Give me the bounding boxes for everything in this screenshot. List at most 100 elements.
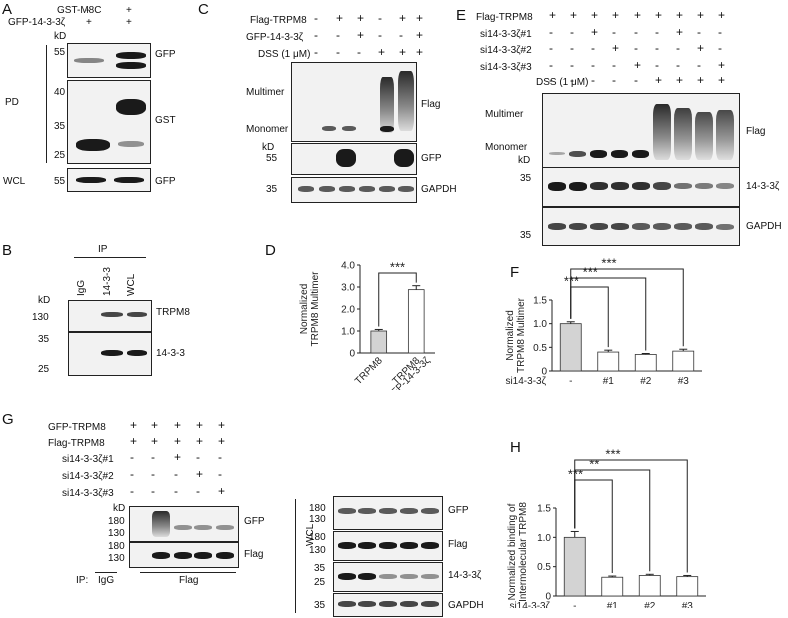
- panel-g-ip-flag: Flag: [179, 575, 199, 586]
- significance-bracket: [570, 268, 684, 347]
- panel-b-ip-line: [74, 257, 146, 258]
- panel-g-sign: +: [174, 434, 182, 448]
- bar: [601, 576, 624, 597]
- panel-e-sign: -: [612, 73, 616, 87]
- y-tick-label: 0: [545, 592, 551, 603]
- panel-d-chart: 0 1.0 2.0 3.0 4.0 Normalized TRPM8 Multimer TRP…: [299, 260, 435, 390]
- panel-g-ip-igg: IgG: [98, 575, 115, 586]
- panel-e-sign: +: [549, 8, 557, 22]
- bar: [676, 576, 699, 597]
- panel-e-sign: +: [591, 8, 599, 22]
- panel-e-gapdh-blot: [542, 207, 740, 246]
- panel-e-sign: +: [718, 8, 726, 22]
- panel-e-sign: +: [655, 8, 663, 22]
- significance-stars: ***: [568, 467, 583, 482]
- panel-e-sign: +: [718, 73, 726, 87]
- panel-c-sign: -: [314, 28, 318, 42]
- panel-e-sign: -: [549, 58, 553, 72]
- significance-stars: ***: [605, 447, 620, 462]
- panel-e-sign: -: [591, 41, 595, 55]
- panel-e-sign: +: [612, 41, 620, 55]
- panel-g-ip-flag-blot: [129, 542, 239, 568]
- panel-g-row-label: si14-3-3ζ#3: [62, 488, 114, 499]
- y-tick-label: 1.0: [341, 327, 355, 338]
- panel-c-sign: -: [378, 11, 382, 25]
- bar: [407, 289, 425, 354]
- panel-e-row-label: si14-3-3ζ#3: [480, 62, 532, 73]
- panel-c-sign: -: [336, 28, 340, 42]
- panel-c-row-label: Flag-TRPM8: [250, 15, 307, 26]
- significance-stars: ***: [583, 265, 598, 280]
- panel-g-sign: -: [218, 450, 222, 464]
- panel-g-row-label: si14-3-3ζ#1: [62, 454, 114, 465]
- panel-e-sign: -: [591, 73, 595, 87]
- panel-e-letter: E: [456, 7, 467, 24]
- panel-e-sign: -: [549, 73, 553, 87]
- panel-a-blot-label: GFP: [155, 176, 176, 187]
- y-tick-label: 1.5: [537, 504, 551, 515]
- panel-a-blot-label: GFP: [155, 49, 176, 60]
- panel-a-blot-label: GST: [155, 115, 176, 126]
- panel-e-sign: -: [697, 58, 701, 72]
- panel-g-ip-igg-line: [95, 572, 117, 573]
- panel-g-sign: -: [130, 450, 134, 464]
- bar: [559, 323, 582, 372]
- significance-bracket: [574, 459, 688, 573]
- panel-g-ip-gfp-blot: [129, 506, 239, 542]
- panel-g-marker: 130: [108, 553, 125, 564]
- y-tick-label: 2.0: [341, 305, 355, 316]
- panel-c-blot-label: GFP: [421, 153, 442, 164]
- panel-c-blot-label: Flag: [421, 99, 441, 110]
- panel-g-sign: +: [151, 434, 159, 448]
- y-tick-label: 1.0: [533, 319, 547, 330]
- panel-g-sign: -: [130, 467, 134, 481]
- panel-e-sign: -: [655, 25, 659, 39]
- bar: [638, 575, 661, 597]
- y-tick-label: 0: [349, 349, 355, 360]
- panel-c-sign: +: [416, 11, 424, 25]
- y-tick-label: 0.5: [533, 343, 547, 354]
- category-label: #1: [607, 601, 619, 608]
- category-label: #2: [640, 376, 652, 387]
- panel-g-wcl-flag-blot: [333, 531, 443, 561]
- panel-g-wcl-gapdh-blot: [333, 593, 443, 617]
- panel-e-sign: +: [697, 41, 705, 55]
- panel-e-sign: -: [676, 58, 680, 72]
- panel-c-sign: -: [314, 11, 318, 25]
- panel-c-row-label: DSS (1 μM): [258, 49, 311, 60]
- category-label: #3: [682, 601, 694, 608]
- panel-e-monomer-label: Monomer: [485, 142, 528, 153]
- panel-e-sign: -: [718, 41, 722, 55]
- panel-e-marker: 35: [520, 173, 532, 184]
- panel-a-gst-blot: [67, 80, 151, 164]
- panel-b-blot-label: 14-3-3: [156, 348, 185, 359]
- panel-g-sign: -: [130, 484, 134, 498]
- panel-a-marker: 40: [54, 87, 66, 98]
- panel-b-marker: 35: [38, 334, 50, 345]
- category-label: #1: [603, 376, 615, 387]
- panel-g-sign: -: [174, 467, 178, 481]
- panel-e-row-label: DSS (1 μM): [536, 77, 589, 88]
- panel-c-sign: -: [357, 45, 361, 59]
- significance-stars: ***: [390, 260, 405, 275]
- panel-f-chart: 0 0.5 1.0 1.5 Normalized TRPM8 Multimer - #1 #2 #…: [505, 256, 702, 387]
- panel-g-sign: +: [196, 467, 204, 481]
- panel-b-1433-blot: [68, 332, 152, 376]
- panel-c-sign: +: [399, 45, 407, 59]
- panel-e-sign: +: [612, 8, 620, 22]
- y-tick-label: 3.0: [341, 283, 355, 294]
- panel-e-row-label: si14-3-3ζ#1: [480, 29, 532, 40]
- panel-g-ip-label: IP:: [76, 575, 89, 586]
- panel-c-kd: kD: [262, 142, 275, 153]
- panel-e-sign: -: [655, 41, 659, 55]
- panel-e-sign: -: [570, 41, 574, 55]
- panel-e-row-label: Flag-TRPM8: [476, 12, 533, 23]
- panel-c-sign: -: [399, 28, 403, 42]
- panel-e-sign: +: [718, 58, 726, 72]
- panel-a-marker: 55: [54, 176, 66, 187]
- panel-d-letter: D: [265, 242, 276, 259]
- panel-a-sign: -: [86, 5, 90, 16]
- panel-c-monomer-label: Monomer: [246, 124, 289, 135]
- panel-e-sign: -: [612, 58, 616, 72]
- panel-g-letter: G: [2, 411, 14, 428]
